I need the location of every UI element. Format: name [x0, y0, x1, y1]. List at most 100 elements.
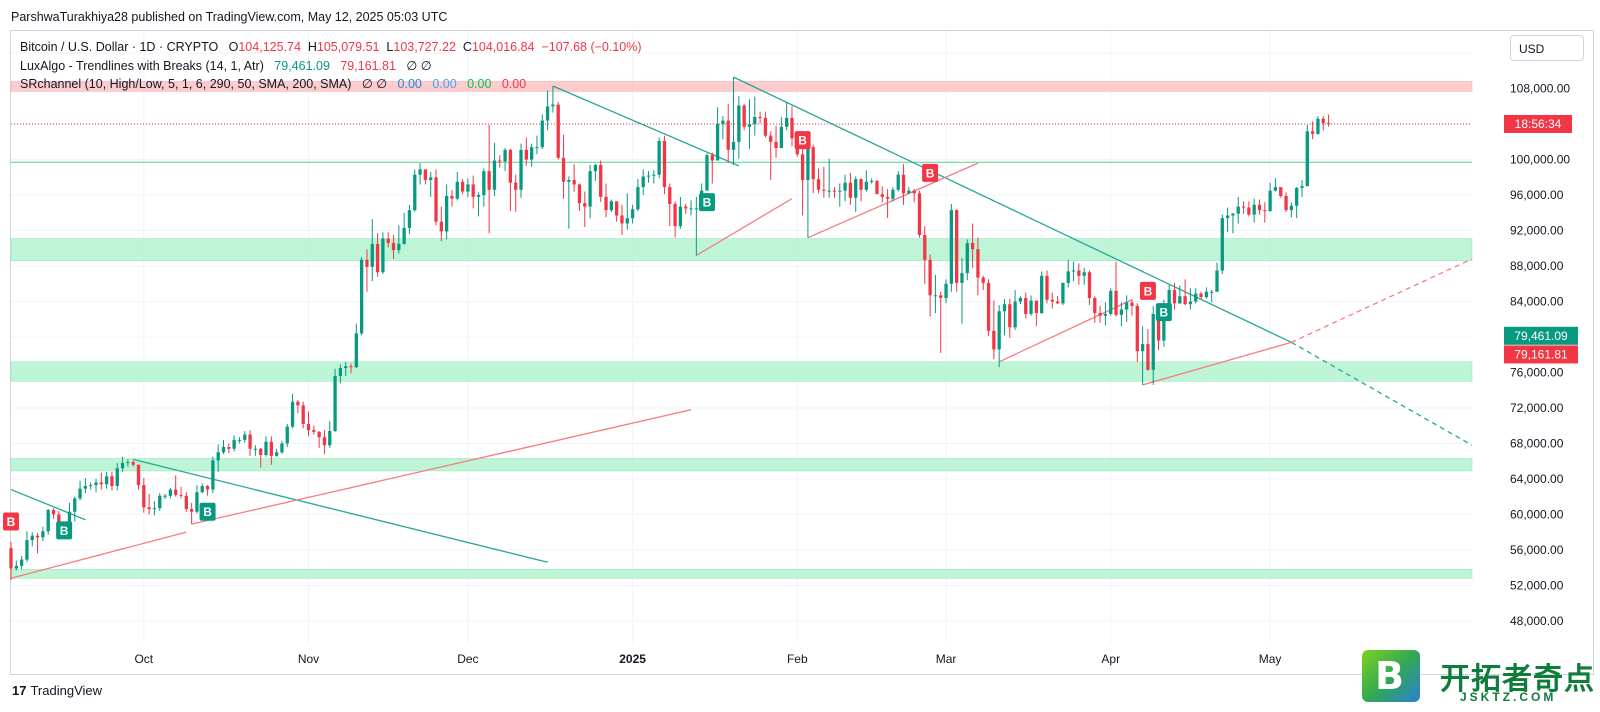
- price-change: −107.68 (−0.10%): [541, 40, 642, 54]
- candle-body: [1284, 195, 1288, 211]
- candle-body: [556, 104, 560, 158]
- y-tick-label: 88,000.00: [1510, 259, 1564, 273]
- candle-body: [1215, 270, 1219, 292]
- candle-body: [832, 190, 837, 192]
- candle-body: [593, 164, 598, 172]
- candle-body: [104, 476, 109, 485]
- candle-body: [848, 182, 853, 198]
- candle-body: [896, 174, 900, 190]
- y-tick-label: 84,000.00: [1510, 295, 1564, 309]
- candle-body: [386, 238, 390, 243]
- candle-body: [662, 140, 667, 188]
- candle-body: [365, 259, 369, 267]
- candle-body: [583, 203, 587, 207]
- candle-body: [949, 210, 953, 284]
- chart-pane[interactable]: [10, 30, 1594, 675]
- candle-body: [1098, 313, 1102, 316]
- candle-body: [1316, 118, 1320, 134]
- candle-body: [455, 181, 459, 199]
- candle-body: [136, 464, 141, 486]
- candle-body: [1103, 313, 1108, 316]
- indicator-value-3: 0.00: [467, 77, 492, 91]
- candle-body: [264, 441, 268, 455]
- candle-body: [519, 149, 523, 190]
- candle-body: [301, 405, 305, 424]
- candle-body: [312, 430, 316, 432]
- tradingview-logo[interactable]: 17 TradingView: [12, 683, 102, 698]
- downtrend-line: [552, 85, 740, 167]
- candle-body: [870, 180, 874, 182]
- candle-body: [1034, 300, 1039, 314]
- candle-body: [864, 181, 868, 190]
- break-signal-label: B: [703, 196, 712, 210]
- candle-body: [35, 535, 40, 538]
- candle-body: [168, 489, 173, 496]
- candle-body: [561, 157, 566, 182]
- candle-body: [567, 180, 571, 182]
- candle-body: [880, 194, 884, 197]
- candle-body: [1252, 204, 1256, 215]
- y-tick-label: 48,000.00: [1510, 614, 1564, 628]
- candle-body: [460, 181, 465, 192]
- candle-body: [152, 508, 157, 510]
- y-tick-label: 60,000.00: [1510, 507, 1564, 521]
- candle-body: [588, 171, 592, 207]
- candle-body: [758, 117, 762, 119]
- candle-body: [67, 511, 72, 531]
- candle-body: [487, 171, 491, 190]
- candle-body: [126, 462, 130, 464]
- candle-body: [89, 485, 93, 487]
- last-price-tag: [1504, 114, 1572, 133]
- currency-button[interactable]: USD: [1510, 35, 1584, 61]
- candle-body: [1210, 291, 1214, 293]
- candle-body: [1055, 301, 1060, 304]
- break-signal-label: B: [7, 515, 16, 529]
- indicator-na-values: ∅ ∅: [361, 77, 388, 91]
- candle-body: [1247, 207, 1251, 215]
- candle-body: [1013, 301, 1017, 328]
- candle-body: [434, 177, 438, 222]
- candle-body: [1008, 304, 1012, 328]
- y-tick-label: 76,000.00: [1510, 365, 1564, 379]
- candle-body: [715, 124, 720, 161]
- candle-body: [976, 249, 980, 278]
- indicator-legend-srchannel[interactable]: SRchannel (10, High/Low, 5, 1, 6, 290, 5…: [20, 76, 526, 91]
- candle-body: [1024, 297, 1028, 314]
- uptrend-line: [696, 198, 793, 256]
- candle-body: [1082, 272, 1086, 276]
- candle-body: [705, 155, 709, 191]
- break-signal-badge: [698, 193, 715, 212]
- candle-body: [657, 140, 661, 175]
- indicator-value-2: 0.00: [432, 77, 457, 91]
- candle-body: [1178, 296, 1182, 304]
- y-tick-label: 72,000.00: [1510, 401, 1564, 415]
- candle-body: [317, 431, 321, 438]
- candle-body: [1066, 271, 1070, 283]
- candle-body: [338, 368, 343, 377]
- candle-body: [965, 242, 969, 274]
- candle-body: [630, 209, 635, 219]
- candle-body: [9, 548, 13, 569]
- candle-body: [811, 147, 815, 180]
- candle-body: [1040, 275, 1044, 314]
- candle-body: [615, 201, 619, 216]
- indicator-value-1: 79,461.09: [274, 59, 330, 73]
- close-label: C: [462, 40, 472, 54]
- high-label: H: [307, 40, 317, 54]
- candle-body: [205, 486, 210, 490]
- watermark-logo-icon: B: [1362, 650, 1420, 702]
- uptrend-line: [1142, 341, 1292, 386]
- candle-body: [572, 180, 576, 185]
- indicator-legend-luxalgo[interactable]: LuxAlgo - Trendlines with Breaks (14, 1,…: [20, 58, 432, 73]
- candle-body: [216, 452, 220, 461]
- candle-body: [1257, 204, 1262, 211]
- candle-body: [1236, 206, 1240, 214]
- candle-body: [923, 235, 927, 260]
- candle-body: [1109, 290, 1113, 314]
- candle-body: [375, 243, 380, 273]
- candle-body: [859, 179, 863, 190]
- candle-body: [535, 147, 539, 149]
- candle-body: [184, 495, 188, 510]
- candle-body: [726, 120, 730, 150]
